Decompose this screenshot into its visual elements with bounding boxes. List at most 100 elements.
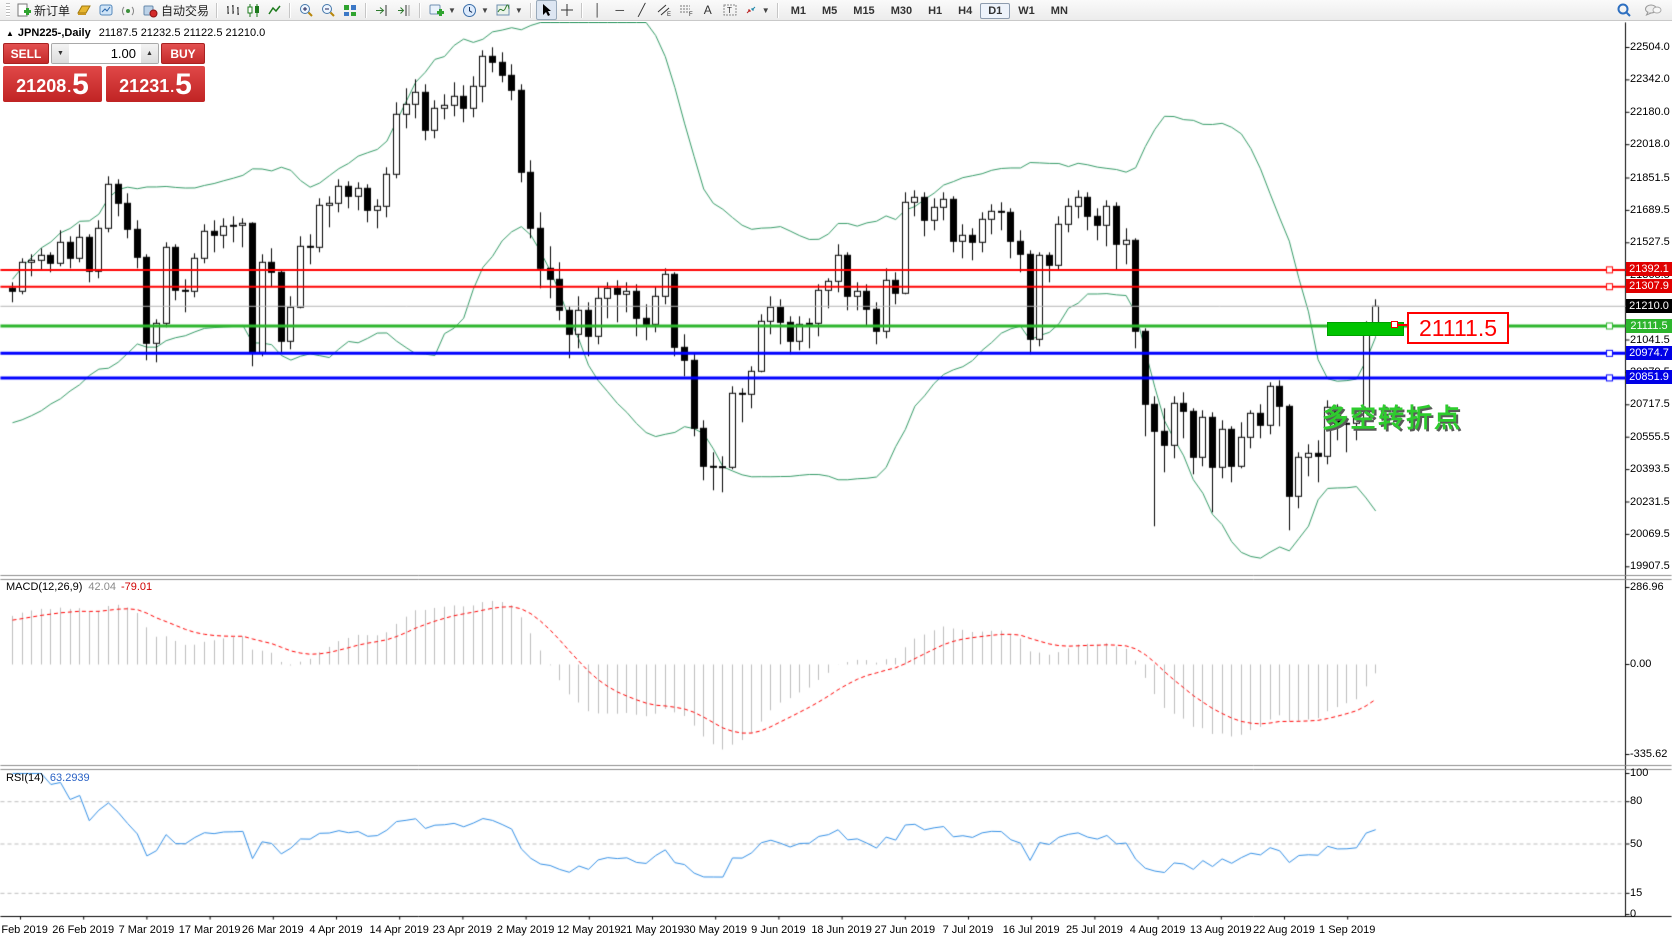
toolbar-right: [1613, 1, 1669, 19]
date-tick-label: 25 Jul 2019: [1065, 924, 1123, 936]
market-watch-button[interactable]: [95, 1, 117, 19]
search-icon: [1616, 2, 1632, 18]
clock-icon: [462, 3, 477, 18]
chart-shift-icon: [396, 3, 412, 18]
price-callout-box[interactable]: 21111.5: [1407, 312, 1509, 344]
timeframe-m5-button[interactable]: M5: [822, 5, 838, 17]
trendline-tool[interactable]: ╱: [631, 1, 653, 19]
signals-button[interactable]: [117, 1, 139, 19]
rsi-tick-label: 0: [1630, 908, 1637, 920]
sell-button[interactable]: SELL: [3, 43, 49, 64]
timeframe-h4-button[interactable]: H4: [958, 5, 973, 17]
zoom-in-button[interactable]: [295, 1, 317, 19]
toolbar-grip[interactable]: [6, 3, 10, 17]
price-tick-label: 20231.5: [1630, 495, 1670, 508]
templates-dropdown[interactable]: ▼: [492, 1, 526, 19]
price-line-badge: 20851.9: [1626, 370, 1672, 385]
vertical-line-tool[interactable]: │: [587, 1, 609, 19]
buy-button[interactable]: BUY: [161, 43, 205, 64]
rsi-tick-label: 80: [1630, 795, 1643, 808]
rsi-value: 63.2939: [49, 772, 90, 784]
sell-price-dot: .: [67, 79, 72, 95]
chart-canvas[interactable]: [0, 22, 1672, 920]
buy-price-display[interactable]: 21231. 5: [106, 66, 205, 102]
cursor-tool-button[interactable]: [535, 0, 557, 20]
horizontal-line-tool[interactable]: ─: [609, 1, 631, 19]
horizontal-line-icon: ─: [615, 3, 625, 17]
text-label-tool[interactable]: T: [719, 1, 741, 19]
crosshair-icon: [560, 3, 574, 17]
symbol-name: JPN225-,Daily: [17, 27, 91, 39]
zoom-out-button[interactable]: [317, 1, 339, 19]
auto-scroll-button[interactable]: [371, 1, 393, 19]
price-line-badge: 21210.0: [1626, 298, 1672, 313]
volume-spinner: ▼ 1.00 ▲: [51, 43, 159, 64]
chinese-annotation-text[interactable]: 多空转折点: [1322, 403, 1463, 433]
text-tool[interactable]: A: [697, 1, 719, 19]
autotrading-button[interactable]: 自动交易: [139, 1, 212, 19]
crosshair-tool-button[interactable]: [557, 1, 577, 19]
price-tick-label: 20555.5: [1630, 430, 1670, 443]
sell-price-main: 21208: [16, 76, 67, 96]
periods-dropdown[interactable]: ▼: [459, 1, 492, 19]
search-button[interactable]: [1613, 1, 1635, 19]
volume-down-button[interactable]: ▼: [52, 44, 69, 63]
timeframe-m1-button[interactable]: M1: [790, 5, 806, 17]
date-tick-label: 13 Aug 2019: [1189, 924, 1252, 936]
new-order-button[interactable]: 新订单: [13, 1, 73, 19]
sell-price-display[interactable]: 21208. 5: [3, 66, 102, 102]
arrows-dropdown[interactable]: ▼: [741, 1, 773, 19]
toolbar-separator: [776, 2, 779, 18]
volume-up-button[interactable]: ▲: [141, 44, 158, 63]
timeframe-mn-button[interactable]: MN: [1050, 5, 1068, 17]
timeframe-m15-button[interactable]: M15: [853, 5, 875, 17]
highlight-rectangle-object[interactable]: [1327, 321, 1404, 336]
equidistant-channel-tool[interactable]: E: [653, 1, 675, 19]
date-tick-label: 4 Apr 2019: [309, 924, 363, 936]
date-tick-label: 26 Mar 2019: [241, 924, 304, 936]
metaeditor-icon: [76, 3, 92, 18]
date-tick-label: 9 Jun 2019: [751, 924, 806, 936]
timeframe-w1-button[interactable]: W1: [1018, 5, 1035, 17]
collapse-panel-icon[interactable]: ▲: [6, 29, 14, 38]
arrows-icon: [744, 3, 758, 17]
symbol-ohlc: 21187.5 21232.5 21122.5 21210.0: [98, 27, 266, 39]
chat-button[interactable]: [1641, 1, 1665, 19]
macd-tick-label: 286.96: [1630, 581, 1664, 593]
rsi-tick-label: 15: [1630, 886, 1643, 899]
price-tick-label: 21527.5: [1630, 236, 1670, 249]
bar-chart-icon: [225, 3, 240, 18]
line-chart-button[interactable]: [264, 1, 285, 19]
toolbar-separator: [529, 2, 532, 18]
macd-indicator-label: MACD(12,26,9) 42.04 -79.01: [6, 581, 152, 593]
tile-windows-button[interactable]: [339, 1, 361, 19]
timeframe-d1-button[interactable]: D1: [980, 3, 1011, 19]
price-line-badge: 21392.1: [1626, 262, 1672, 277]
fibonacci-tool[interactable]: F: [675, 1, 697, 19]
candlestick-chart-button[interactable]: [243, 1, 264, 19]
date-tick-label: 16 Jul 2019: [1002, 924, 1060, 936]
volume-input[interactable]: 1.00: [110, 46, 136, 61]
indicators-dropdown[interactable]: ▼: [425, 1, 459, 19]
callout-anchor-handle[interactable]: [1391, 321, 1398, 328]
date-tick-label: 18 Jun 2019: [811, 924, 872, 936]
price-tick-label: 19907.5: [1630, 560, 1670, 573]
price-tick-label: 20393.5: [1630, 463, 1670, 476]
rsi-name: RSI(14): [6, 772, 44, 784]
chart-shift-button[interactable]: [393, 1, 415, 19]
date-tick-label: 30 May 2019: [683, 924, 747, 936]
metaeditor-button[interactable]: [73, 1, 95, 19]
new-order-icon: [16, 3, 31, 18]
macd-tick-label: -335.62: [1630, 748, 1668, 760]
toolbar-separator: [419, 2, 422, 18]
bar-chart-button[interactable]: [222, 1, 243, 19]
dropdown-caret-icon: ▼: [761, 5, 770, 15]
timeframe-h1-button[interactable]: H1: [928, 5, 943, 17]
date-tick-label: 21 May 2019: [620, 924, 684, 936]
toolbar: 新订单 自动交易: [0, 0, 1672, 21]
date-tick-label: 22 Aug 2019: [1253, 924, 1315, 936]
price-tick-label: 21851.5: [1630, 171, 1670, 184]
timeframe-m30-button[interactable]: M30: [890, 5, 913, 17]
date-tick-label: 23 Apr 2019: [432, 924, 493, 936]
